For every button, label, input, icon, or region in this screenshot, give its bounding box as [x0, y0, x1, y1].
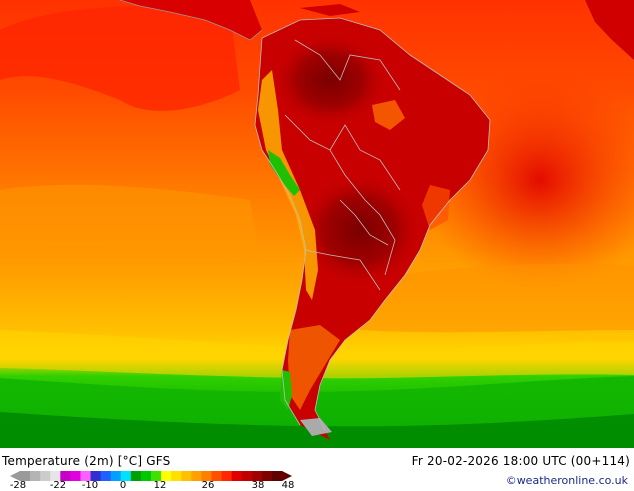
- scale-swatch: [181, 471, 192, 481]
- map-title: Temperature (2m) [°C] GFS: [2, 454, 171, 468]
- scale-swatch: [191, 471, 202, 481]
- scale-swatch: [60, 471, 71, 481]
- scale-tick-label: 12: [153, 480, 167, 491]
- brazil-cooler-patch: [372, 100, 405, 130]
- scale-swatch: [201, 471, 212, 481]
- scale-swatch: [90, 471, 102, 481]
- forecast-run-time: Fr 20-02-2026 18:00 UTC (00+114): [411, 454, 630, 468]
- map-footer: Temperature (2m) [°C] GFS Fr 20-02-2026 …: [0, 448, 634, 491]
- africa-edge: [585, 0, 634, 60]
- scale-swatch: [80, 471, 92, 481]
- scale-tick-label: -22: [49, 480, 67, 491]
- scale-tick-label: 48: [281, 480, 295, 491]
- brazil-cooler-patch-east: [422, 185, 450, 230]
- scale-swatch: [20, 471, 31, 481]
- scale-swatch: [261, 471, 273, 481]
- scale-swatch: [100, 471, 112, 481]
- scale-swatch: [140, 471, 152, 481]
- interior-heat-core: [300, 175, 420, 285]
- temperature-map: [0, 0, 634, 448]
- scale-swatch: [130, 471, 142, 481]
- scale-arrow-left: [10, 471, 20, 481]
- pacific-orange-zone: [0, 184, 260, 260]
- scale-tick-label: 38: [251, 480, 265, 491]
- country-borders: [254, 17, 491, 431]
- credit-link[interactable]: ©weatheronline.co.uk: [505, 474, 628, 487]
- scale-swatch: [241, 471, 253, 481]
- scale-swatch: [231, 471, 243, 481]
- scale-swatch: [40, 471, 51, 481]
- scale-swatch: [211, 471, 223, 481]
- scale-swatch: [171, 471, 182, 481]
- caribbean-islands: [300, 4, 360, 16]
- patagonia-cooler: [288, 325, 340, 410]
- scale-tick-label: 26: [201, 480, 215, 491]
- scale-arrow-right: [282, 471, 292, 481]
- scale-swatch: [151, 471, 162, 481]
- coastline-outline: [119, 0, 263, 41]
- pacific-warm-zone: [0, 6, 240, 111]
- central-america-land: [120, 0, 262, 40]
- scale-swatch: [70, 471, 81, 481]
- scale-swatch: [110, 471, 122, 481]
- andes-cold-spots: [268, 150, 300, 196]
- scale-swatch: [271, 471, 283, 481]
- scale-swatch: [120, 471, 132, 481]
- scale-swatch: [50, 471, 61, 481]
- scale-tick-label: 0: [119, 480, 127, 491]
- tierra-del-fuego: [300, 418, 332, 436]
- scale-swatch: [30, 471, 41, 481]
- scale-tick-label: -10: [81, 480, 99, 491]
- color-scale-legend: -28 -22 -10 0 12 26 38 48: [9, 471, 300, 491]
- south-atlantic-orange-zone: [360, 263, 634, 333]
- color-scale-bar: [10, 471, 292, 481]
- scale-tick-label: -28: [9, 480, 27, 491]
- amazon-heat-core: [275, 35, 385, 125]
- scale-swatch: [161, 471, 172, 481]
- scale-swatch: [221, 471, 233, 481]
- scale-swatch: [251, 471, 263, 481]
